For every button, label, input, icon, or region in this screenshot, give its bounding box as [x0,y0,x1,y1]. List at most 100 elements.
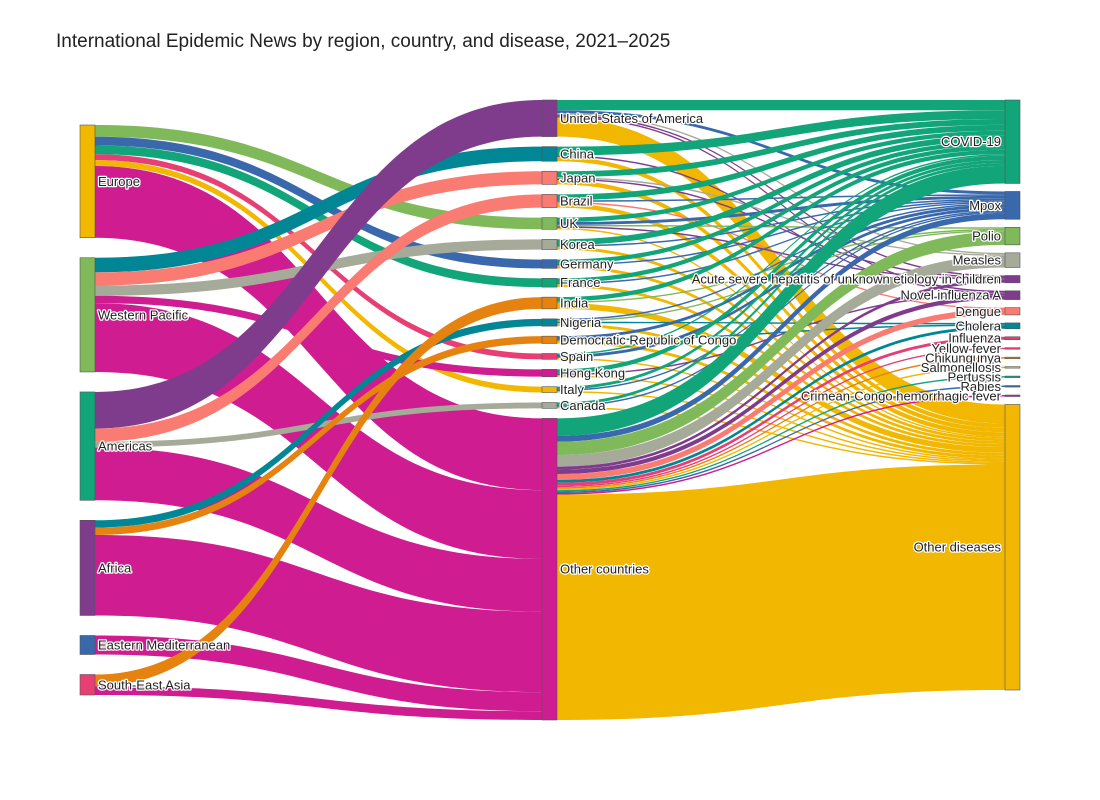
node-label-india: India [560,295,589,310]
node-salmonellosis [1004,366,1021,369]
flow-other-countries-to-covid-19 [557,165,1005,436]
node-americas [79,391,96,501]
node-label-covid-19: COVID-19 [941,134,1001,149]
flow-united-states-of-america-to-covid-19 [557,100,1005,111]
node-label-influenza: Influenza [948,331,1002,346]
flow-united-states-of-america-to-measles [557,113,1005,255]
node-label-yellow-fever: Yellow fever [931,341,1001,356]
node-label-rabies: Rabies [961,379,1002,394]
flow-brazil-to-covid-19 [557,124,1005,201]
flow-italy-to-covid-19 [557,160,1005,390]
flow-japan-to-covid-19 [557,119,1005,178]
flow-other-countries-to-cholera [557,325,1005,483]
node-polio [1004,226,1021,246]
node-brazil [541,194,558,208]
node-label-spain: Spain [560,349,593,364]
node-europe [79,124,96,239]
flow-uk-to-acute-severe-hepatitis-of-unknown-etiology-in-children [557,226,1005,280]
node-chikungunya [1004,356,1021,359]
node-label-africa: Africa [98,560,132,575]
flow-italy-to-other-diseases [557,391,1005,464]
flow-hong-kong-to-covid-19 [557,155,1005,374]
node-label-france: France [560,275,600,290]
node-label-other-countries: Other countries [560,562,649,577]
chart-title: International Epidemic News by region, c… [56,31,671,52]
flow-other-countries-to-salmonellosis [557,366,1005,491]
flow-europe-to-uk [95,125,542,230]
flow-democratic-republic-of-congo-to-mpox [557,204,1005,340]
flow-western-pacific-to-japan [95,171,542,286]
node-acute-severe-hepatitis-of-unknown-etiology-in-children [1004,275,1021,284]
flow-united-states-of-america-to-acute-severe-hepatitis-of-unknown-etiology-in-children [557,114,1005,277]
node-measles [1004,252,1021,268]
node-label-china: China [560,146,595,161]
flow-africa-to-other-countries [95,534,542,693]
flow-other-countries-to-mpox [557,213,1005,442]
node-canada [541,402,558,409]
node-spain [541,353,558,360]
node-label-measles: Measles [953,253,1002,268]
flow-china-to-covid-19 [557,110,1005,156]
flow-france-to-mpox [557,201,1005,285]
node-other-countries [541,418,558,721]
flow-south-east-asia-to-other-countries [95,686,542,720]
flow-india-to-covid-19 [557,149,1005,302]
node-label-germany: Germany [560,256,614,271]
node-france [541,278,558,288]
node-africa [79,519,96,616]
flow-hong-kong-to-other-diseases [557,375,1005,462]
node-label-salmonellosis: Salmonellosis [921,360,1002,375]
node-label-italy: Italy [560,382,584,397]
node-democratic-republic-of-congo [541,335,558,344]
node-uk [541,217,558,230]
node-label-eastern-mediterranean: Eastern Mediterranean [98,637,230,652]
flow-eastern-mediterranean-to-other-countries [95,635,542,712]
flow-other-countries-to-rabies [557,385,1005,494]
node-label-canada: Canada [560,398,606,413]
flow-other-countries-to-polio [557,231,1005,455]
flow-other-countries-to-yellow-fever [557,347,1005,488]
node-label-mpox: Mpox [969,198,1001,213]
node-korea [541,239,558,250]
node-dengue [1004,307,1021,316]
node-label-polio: Polio [972,229,1001,244]
node-cholera [1004,322,1021,330]
node-pertussis [1004,375,1021,378]
node-nigeria [541,318,558,327]
flow-other-countries-to-influenza [557,336,1005,486]
flow-western-pacific-to-hong-kong [95,295,542,377]
flow-americas-to-other-countries [95,447,542,612]
flow-americas-to-brazil [95,194,542,442]
flow-other-countries-to-acute-severe-hepatitis-of-unknown-etiology-in-children [557,279,1005,470]
node-western-pacific [79,257,96,373]
links-layer [95,100,1005,720]
flow-africa-to-democratic-republic-of-congo [95,336,542,535]
node-influenza [1004,336,1021,341]
flow-other-countries-to-crimean-congo-hemorrhagic-fever [557,395,1005,495]
node-hong-kong [541,369,558,377]
node-label-united-states-of-america: United States of America [560,111,704,126]
flow-other-countries-to-measles [557,255,1005,467]
node-label-crimean-congo-hemorrhagic-fever: Crimean-Congo hemorrhagic fever [801,388,1002,403]
node-germany [541,259,558,269]
node-crimean-congo-hemorrhagic-fever [1004,394,1021,397]
node-label-chikungunya: Chikungunya [925,350,1002,365]
node-yellow-fever [1004,347,1021,350]
flow-spain-to-other-diseases [557,357,1005,461]
node-label-nigeria: Nigeria [560,315,602,330]
flow-korea-to-mpox [557,198,1005,247]
flow-germany-to-other-diseases [557,265,1005,445]
node-covid-19 [1004,99,1021,184]
node-united-states-of-america [541,99,558,137]
flow-spain-to-covid-19 [557,154,1005,355]
flow-brazil-to-other-diseases [557,203,1005,437]
node-label-uk: UK [560,216,578,231]
flow-western-pacific-to-china [95,146,542,273]
node-label-western-pacific: Western Pacific [98,307,189,322]
flow-other-countries-to-pertussis [557,376,1005,492]
flow-africa-to-nigeria [95,318,542,528]
node-label-cholera: Cholera [955,318,1001,333]
node-rabies [1004,385,1021,388]
flow-nigeria-to-cholera [557,321,1005,325]
node-other-diseases [1004,404,1021,691]
